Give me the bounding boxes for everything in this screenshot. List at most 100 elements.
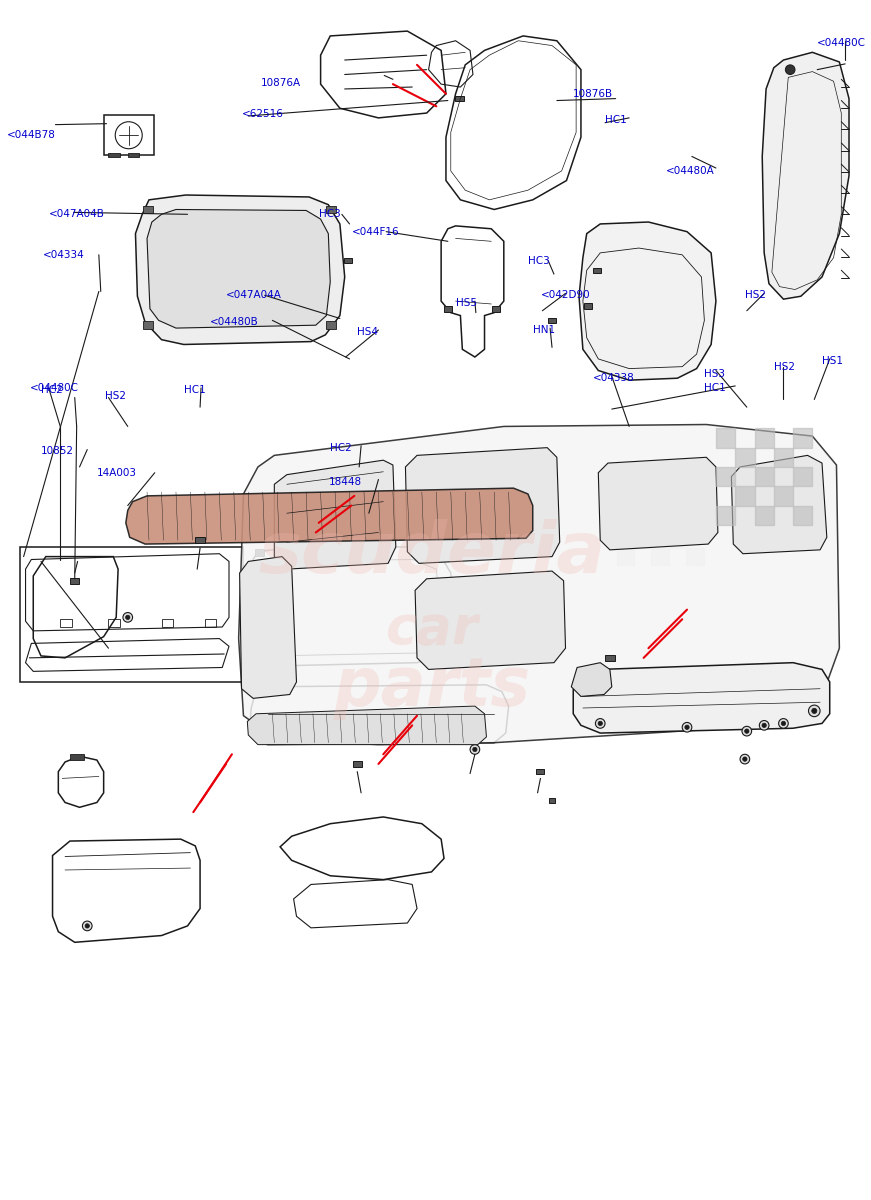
Text: 14A003: 14A003 — [97, 468, 137, 478]
Bar — [793, 467, 813, 486]
Circle shape — [742, 726, 752, 736]
Bar — [773, 486, 793, 505]
Circle shape — [123, 612, 132, 622]
Circle shape — [83, 922, 92, 931]
Bar — [686, 514, 704, 530]
Bar — [652, 548, 669, 565]
Text: <042D90: <042D90 — [540, 290, 590, 300]
Text: <04480A: <04480A — [665, 166, 714, 176]
Bar — [343, 258, 352, 263]
Polygon shape — [571, 662, 611, 696]
Circle shape — [812, 708, 817, 714]
Circle shape — [85, 924, 90, 928]
Text: car: car — [386, 602, 478, 655]
Text: <04480C: <04480C — [817, 37, 866, 48]
Bar — [617, 514, 634, 530]
Polygon shape — [239, 425, 840, 745]
Bar — [195, 538, 205, 544]
Polygon shape — [762, 53, 849, 299]
Bar — [444, 306, 452, 312]
Polygon shape — [240, 557, 296, 698]
Bar — [438, 660, 447, 666]
Text: 18448: 18448 — [328, 478, 361, 487]
Bar — [327, 322, 336, 329]
Bar — [104, 115, 154, 156]
Bar — [652, 479, 669, 496]
Bar — [353, 761, 361, 767]
Bar — [793, 428, 813, 448]
Bar — [735, 486, 754, 505]
Bar — [205, 619, 217, 626]
Bar — [634, 530, 652, 548]
Bar — [161, 619, 173, 626]
Text: HS5: HS5 — [456, 298, 476, 308]
Circle shape — [745, 728, 749, 733]
Text: <04334: <04334 — [43, 250, 84, 260]
Text: HC2: HC2 — [41, 385, 63, 395]
Bar — [617, 479, 634, 496]
Bar — [70, 577, 79, 584]
Text: HC3: HC3 — [319, 209, 341, 220]
Polygon shape — [247, 706, 486, 745]
Bar — [754, 467, 773, 486]
Polygon shape — [579, 222, 716, 380]
Text: HS1: HS1 — [822, 356, 843, 366]
Bar — [255, 548, 264, 556]
Circle shape — [786, 65, 795, 74]
Bar — [605, 655, 615, 661]
Polygon shape — [125, 488, 533, 544]
Bar — [686, 479, 704, 496]
Circle shape — [339, 730, 350, 740]
Circle shape — [682, 722, 692, 732]
Bar — [716, 505, 735, 524]
Circle shape — [596, 719, 605, 728]
Bar — [754, 505, 773, 524]
Polygon shape — [598, 457, 718, 550]
Text: HC2: HC2 — [330, 443, 352, 452]
Text: <04480C: <04480C — [30, 383, 78, 392]
Circle shape — [342, 732, 348, 738]
Text: scuderia: scuderia — [259, 520, 605, 588]
Text: <047A04B: <047A04B — [49, 209, 105, 220]
Circle shape — [125, 616, 130, 619]
Bar — [793, 505, 813, 524]
Bar — [634, 496, 652, 514]
Circle shape — [760, 720, 769, 730]
Text: <047A04A: <047A04A — [226, 290, 282, 300]
Bar — [143, 205, 152, 214]
Text: HS2: HS2 — [105, 390, 125, 401]
Bar — [584, 304, 591, 308]
Text: <62516: <62516 — [241, 109, 283, 119]
Bar — [109, 152, 120, 157]
Circle shape — [781, 721, 786, 726]
Bar — [60, 619, 71, 626]
Circle shape — [779, 719, 788, 728]
Circle shape — [473, 748, 477, 751]
Bar — [456, 96, 463, 101]
Polygon shape — [732, 455, 827, 553]
Bar — [593, 268, 601, 272]
Text: HS3: HS3 — [705, 370, 726, 379]
Polygon shape — [415, 571, 565, 670]
Bar — [143, 322, 152, 329]
Polygon shape — [406, 448, 560, 563]
Bar — [669, 496, 686, 514]
Bar — [548, 318, 556, 323]
Text: <044B78: <044B78 — [7, 131, 56, 140]
Text: HC1: HC1 — [184, 385, 206, 395]
Bar — [686, 548, 704, 565]
Text: <04480B: <04480B — [210, 317, 259, 328]
Bar — [128, 152, 139, 157]
Text: <044F16: <044F16 — [352, 227, 399, 236]
Bar — [617, 548, 634, 565]
Bar — [735, 448, 754, 467]
Bar — [537, 769, 544, 774]
Text: 10876B: 10876B — [573, 89, 613, 98]
Text: HS2: HS2 — [745, 290, 766, 300]
Text: HS2: HS2 — [773, 361, 795, 372]
Bar — [669, 530, 686, 548]
Bar — [327, 205, 336, 214]
Polygon shape — [136, 196, 345, 344]
Bar — [773, 448, 793, 467]
Polygon shape — [573, 662, 830, 733]
